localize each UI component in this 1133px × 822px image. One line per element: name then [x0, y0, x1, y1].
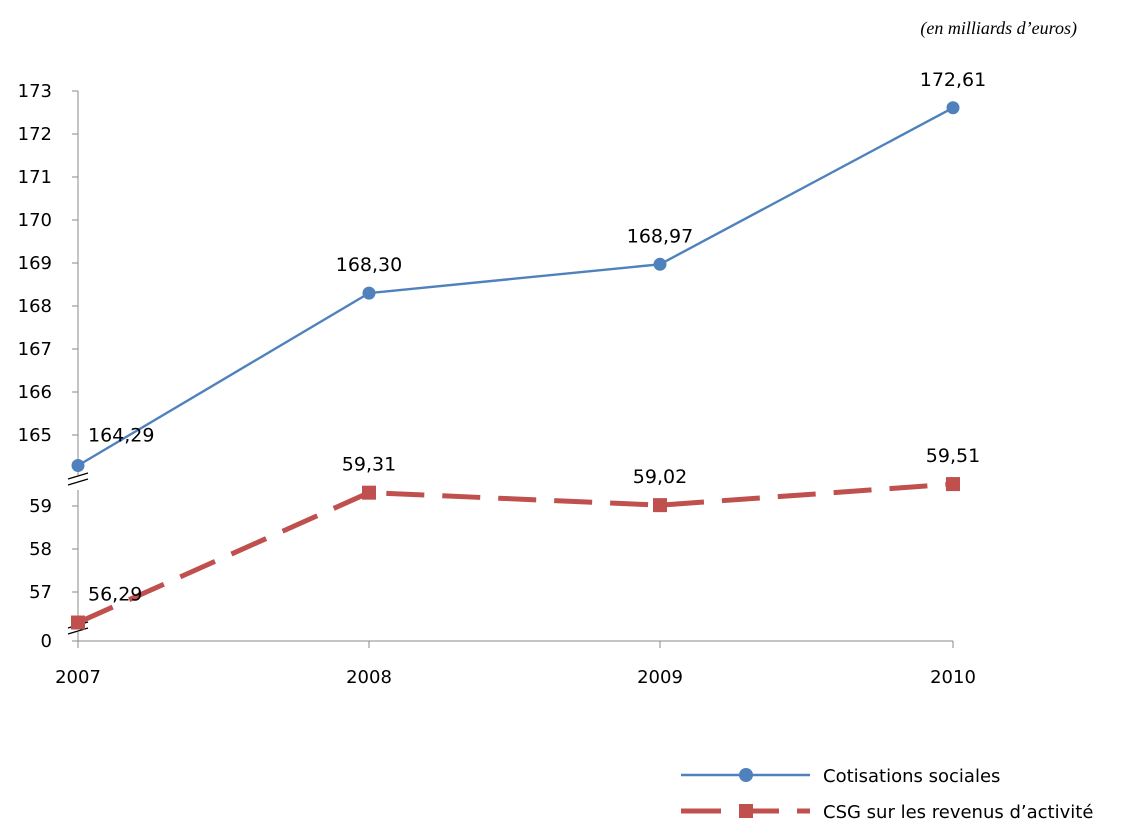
data-point: [71, 615, 85, 630]
x-tick-label: 2007: [55, 667, 101, 688]
y-tick-label: 165: [18, 425, 52, 446]
data-point: [362, 485, 376, 500]
data-label: 164,29: [88, 425, 154, 447]
y-tick-label: 167: [18, 339, 52, 360]
y-tick-label: 59: [29, 496, 52, 517]
data-label: 56,29: [88, 584, 142, 606]
data-point: [946, 101, 960, 115]
y-tick-label: 172: [18, 124, 52, 145]
data-label: 168,30: [336, 254, 402, 276]
axis-break-upper: [67, 472, 89, 480]
unit-note: (en milliards d’euros): [920, 18, 1077, 39]
legend-marker-csg: [739, 804, 753, 818]
axis-break-upper: [67, 478, 89, 486]
axes: [67, 90, 954, 648]
data-point: [71, 459, 85, 473]
data-labels: 164,29 168,30 168,97 172,61 56,29 59,31 59,02 5…: [88, 69, 986, 606]
y-tick-label: 0: [41, 631, 52, 652]
y-tick-label: 166: [18, 382, 52, 403]
legend-label-csg: CSG sur les revenus d’activité: [823, 802, 1093, 822]
series-line-cotisations: [77, 106, 954, 467]
y-tick-label: 170: [18, 210, 52, 231]
data-label: 59,51: [926, 445, 980, 467]
data-label: 172,61: [920, 69, 986, 91]
x-tick-label: 2009: [637, 667, 683, 688]
x-tick-label: 2008: [346, 667, 392, 688]
data-point: [653, 498, 667, 513]
y-tick-label: 169: [18, 253, 52, 274]
legend-label-cotisations: Cotisations sociales: [823, 766, 1000, 787]
data-point: [946, 477, 960, 492]
legend: Cotisations sociales CSG sur les revenus…: [681, 766, 1093, 822]
data-point: [362, 286, 376, 300]
legend-marker-cotisations: [739, 768, 753, 782]
data-point: [653, 257, 667, 271]
y-tick-label: 168: [18, 296, 52, 317]
data-label: 59,02: [633, 466, 687, 488]
y-tick-label: 57: [29, 582, 52, 603]
series-group: [71, 101, 960, 630]
data-label: 168,97: [627, 225, 693, 247]
data-label: 59,31: [342, 454, 396, 476]
series-line-csg: [76, 481, 954, 625]
y-tick-label: 58: [29, 539, 52, 560]
x-tick-label: 2010: [930, 667, 976, 688]
y-tick-label: 171: [18, 167, 52, 188]
y-tick-label: 173: [18, 81, 52, 102]
